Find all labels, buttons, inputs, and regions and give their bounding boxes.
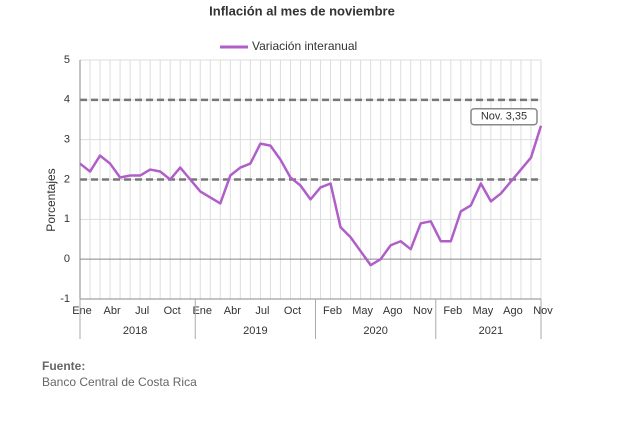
x-tick-label: Ago xyxy=(503,305,523,317)
legend-label: Variación interanual xyxy=(252,39,357,53)
x-tick-label: Jul xyxy=(135,305,149,317)
year-label: 2019 xyxy=(243,325,267,337)
x-tick-label: Ene xyxy=(72,305,92,317)
year-label: 2018 xyxy=(123,325,147,337)
x-tick-label: May xyxy=(352,305,373,317)
y-tick-label: 1 xyxy=(64,213,70,225)
y-tick-label: 5 xyxy=(64,54,70,66)
year-label: 2020 xyxy=(363,325,387,337)
x-tick-label: Jul xyxy=(255,305,269,317)
y-tick-label: 2 xyxy=(64,173,70,185)
x-tick-label: Feb xyxy=(443,305,462,317)
source-label: Fuente: xyxy=(42,359,85,373)
x-tick-label: Abr xyxy=(224,305,241,317)
x-tick-label: Nov xyxy=(533,305,553,317)
source: Banco Central de Costa Rica xyxy=(42,375,197,389)
series-line xyxy=(79,125,543,267)
y-tick-label: 4 xyxy=(64,94,70,106)
y-axis-label: Porcentajes xyxy=(44,168,58,231)
x-tick-label: Ago xyxy=(383,305,403,317)
y-tick-label: -1 xyxy=(60,293,70,305)
x-tick-label: Oct xyxy=(284,305,301,317)
y-tick-label: 3 xyxy=(64,134,70,146)
annotation: Nov. 3,35 xyxy=(481,111,527,123)
x-tick-label: Feb xyxy=(323,305,342,317)
x-tick-label: May xyxy=(472,305,493,317)
annotation-box xyxy=(470,107,538,126)
x-tick-label: Nov xyxy=(413,305,433,317)
x-tick-label: Abr xyxy=(104,305,121,317)
chart-title: Inflación al mes de noviembre xyxy=(209,3,395,18)
year-label: 2021 xyxy=(479,325,503,337)
x-tick-label: Ene xyxy=(192,305,212,317)
y-tick-label: 0 xyxy=(64,253,70,265)
x-tick-label: Oct xyxy=(164,305,181,317)
